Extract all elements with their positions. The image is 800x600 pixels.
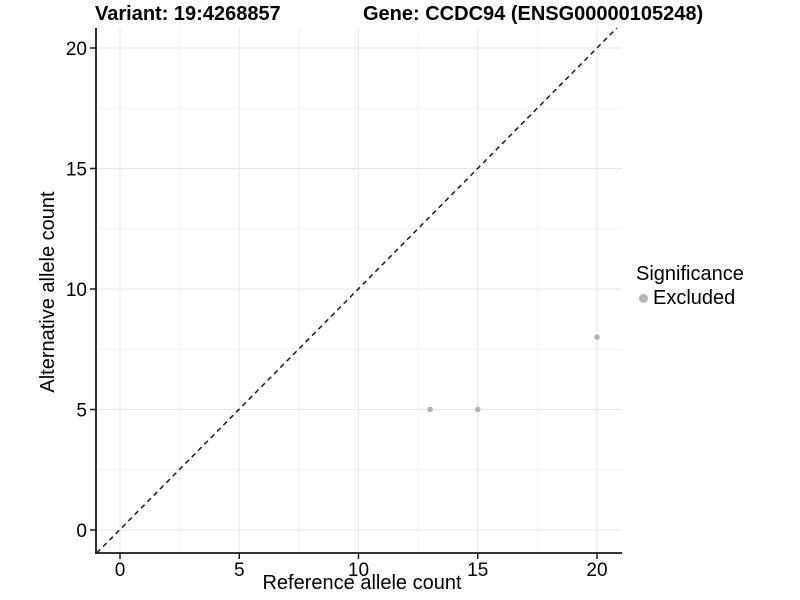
identity-line [96, 27, 618, 554]
y-tick-label: 10 [66, 280, 87, 301]
x-tick-label: 5 [234, 560, 245, 581]
gene-title: Gene: CCDC94 (ENSG00000105248) [363, 3, 704, 25]
y-tick-label: 20 [66, 39, 87, 60]
legend-item: Excluded [636, 287, 744, 310]
legend-items: Excluded [636, 287, 744, 310]
legend-title: Significance [636, 263, 744, 285]
variant-title: Variant: 19:4268857 [95, 3, 281, 25]
y-tick-label: 0 [76, 521, 87, 542]
x-tick-label: 15 [467, 560, 488, 581]
data-point [594, 334, 600, 341]
y-axis-title: Alternative allele count [37, 191, 59, 393]
data-point [474, 406, 481, 413]
x-tick-label: 20 [586, 560, 607, 581]
y-tick-label: 15 [66, 160, 87, 181]
x-tick-label: 0 [115, 560, 126, 581]
legend: Significance Excluded [636, 263, 744, 310]
x-axis-title: Reference allele count [262, 572, 462, 594]
legend-dot-icon [639, 294, 648, 303]
legend-item-label: Excluded [653, 287, 736, 309]
x-tick-label: 10 [348, 560, 369, 581]
y-tick-label: 5 [76, 401, 87, 422]
data-point [427, 406, 433, 413]
